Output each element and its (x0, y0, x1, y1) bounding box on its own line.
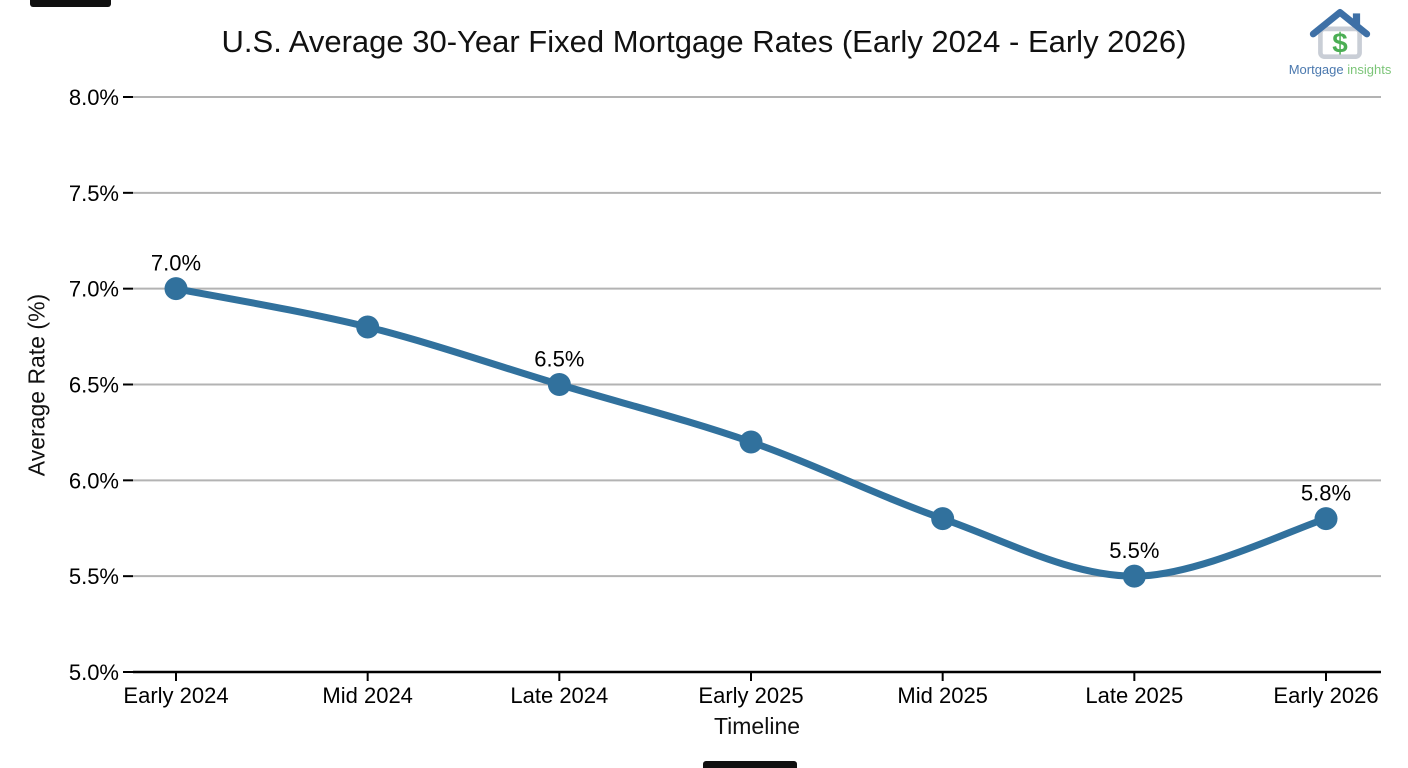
cutoff-element-top (30, 0, 111, 7)
y-tick-label: 7.0% (69, 277, 119, 302)
y-axis-title: Average Rate (%) (23, 293, 50, 477)
data-point-label: 5.8% (1301, 481, 1351, 506)
x-tick-label: Early 2025 (698, 683, 803, 708)
svg-text:$: $ (1332, 28, 1348, 59)
data-point-marker (547, 373, 571, 396)
x-tick-label: Late 2025 (1085, 683, 1183, 708)
brand-name-primary: Mortgage (1288, 62, 1344, 77)
y-tick-label: 6.0% (69, 468, 119, 493)
data-point-marker (1314, 507, 1338, 531)
data-point-marker (931, 507, 955, 531)
cutoff-element-bottom (703, 761, 797, 768)
y-tick-label: 8.0% (69, 85, 119, 110)
x-tick-label: Early 2026 (1273, 683, 1378, 708)
y-tick-label: 6.5% (69, 373, 119, 398)
x-tick-label: Mid 2025 (897, 683, 988, 708)
data-point-label: 6.5% (534, 347, 584, 372)
data-point-label: 7.0% (151, 251, 201, 276)
x-tick-label: Mid 2024 (322, 683, 413, 708)
data-point-marker (739, 430, 763, 454)
x-axis-title: Timeline (713, 713, 801, 739)
x-tick-label: Early 2024 (123, 683, 228, 708)
page-title: U.S. Average 30-Year Fixed Mortgage Rate… (221, 24, 1187, 59)
y-tick-label: 5.5% (69, 564, 119, 589)
brand-logo: $ Mortgage insights (1284, 6, 1396, 77)
data-point-marker (1122, 564, 1146, 588)
data-point-label: 5.5% (1109, 538, 1159, 563)
data-point-marker (356, 315, 380, 339)
y-tick-label: 5.0% (69, 660, 119, 685)
brand-name: Mortgage insights (1284, 62, 1396, 77)
y-tick-label: 7.5% (69, 181, 119, 206)
brand-name-secondary: insights (1347, 62, 1392, 77)
data-point-marker (164, 277, 188, 301)
house-dollar-icon: $ (1309, 9, 1371, 60)
x-tick-label: Late 2024 (510, 683, 608, 708)
